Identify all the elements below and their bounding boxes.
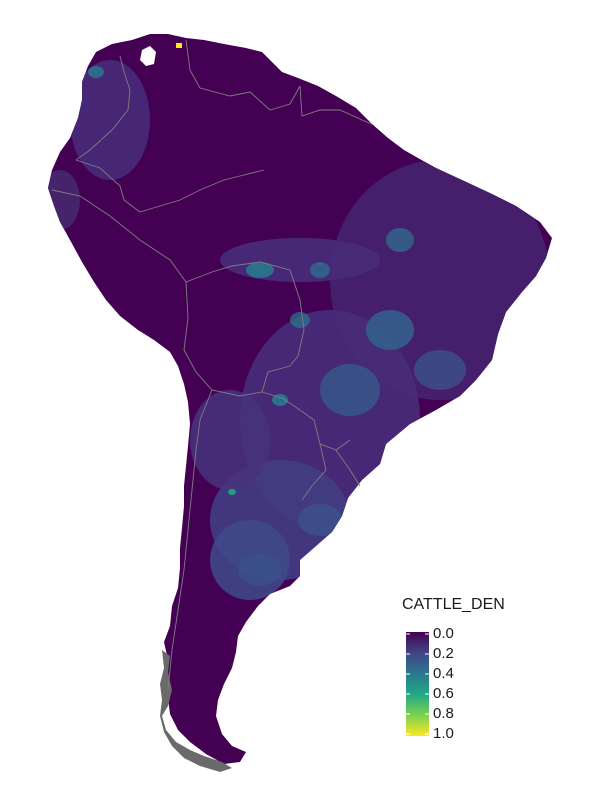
legend-tick-label: 0.6 (433, 685, 454, 702)
lake-maracaibo (140, 46, 156, 66)
legend-tick-label: 0.4 (433, 665, 454, 682)
southern-islands (160, 650, 232, 772)
max-density-spot (176, 43, 182, 48)
legend-tick-label: 0.8 (433, 705, 454, 722)
country-borders (51, 39, 373, 691)
density-patches (48, 60, 550, 600)
legend-tick-marks (406, 633, 429, 735)
legend-colorbar (406, 632, 429, 736)
legend-tick-label: 1.0 (433, 725, 454, 742)
map-legend: CATTLE_DEN 0.0 0.2 0.4 0.6 0.8 1.0 (402, 596, 552, 746)
legend-tick-label: 0.0 (433, 625, 454, 642)
legend-title: CATTLE_DEN (402, 596, 505, 613)
legend-tick-label: 0.2 (433, 645, 454, 662)
